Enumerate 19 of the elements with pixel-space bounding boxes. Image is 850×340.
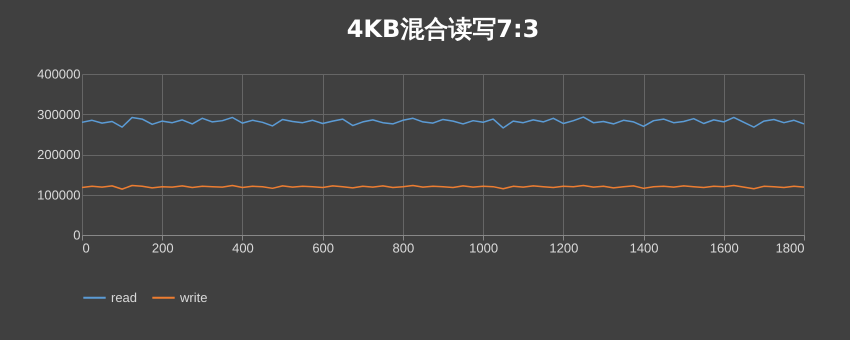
- x-tick-label: 1800: [776, 240, 804, 256]
- x-tick-label: 1400: [630, 240, 659, 256]
- x-tick-label: 400: [232, 240, 254, 256]
- legend-label: read: [111, 290, 138, 305]
- x-tick-label: 0: [82, 240, 90, 256]
- line-series: [81, 116, 805, 129]
- legend-label: write: [179, 290, 208, 305]
- x-tick-label: 800: [392, 240, 414, 256]
- x-tick-label: 200: [152, 240, 174, 256]
- x-tick-label: 1200: [549, 240, 578, 256]
- chart-title: 4KB混合读写7:3: [346, 15, 540, 43]
- y-tick-label: 200000: [37, 147, 80, 162]
- x-tick-label: 600: [312, 240, 334, 256]
- y-tick-label: 300000: [37, 106, 80, 122]
- y-tick-label: 100000: [37, 187, 80, 202]
- x-tick-label: 1600: [710, 240, 739, 256]
- x-tick-label: 1000: [469, 240, 498, 256]
- y-tick-label: 0: [73, 228, 80, 242]
- y-tick-label: 400000: [37, 66, 80, 82]
